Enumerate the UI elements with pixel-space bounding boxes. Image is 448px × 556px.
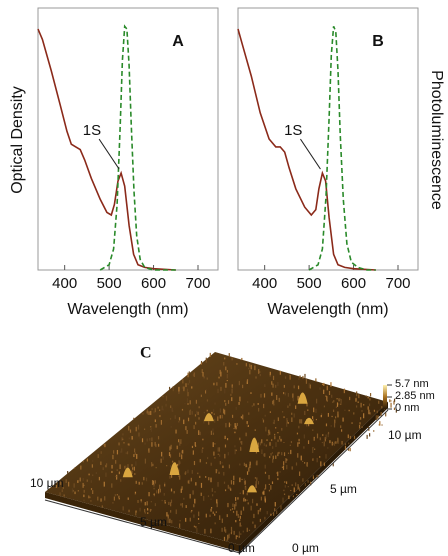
axis-label: 10 µm — [30, 476, 64, 490]
scale-label: 0 nm — [395, 402, 419, 414]
panel-label: A — [172, 33, 184, 50]
axis-label: 0 µm — [228, 541, 255, 555]
plot-frame — [38, 8, 218, 270]
y-axis-label: Optical Density — [9, 86, 26, 194]
spectrum-line — [100, 26, 176, 270]
axis-label: 10 µm — [388, 428, 422, 442]
annotation: 1S — [83, 122, 101, 139]
spectrum-line — [309, 26, 376, 270]
afm-surface — [45, 352, 388, 545]
axis-label: 0 µm — [292, 541, 319, 555]
panel-label: C — [140, 345, 152, 362]
height-bar — [383, 385, 387, 409]
panel-label: B — [372, 33, 384, 50]
x-tick-label: 500 — [297, 275, 322, 292]
y-axis-label: Photoluminescence — [428, 70, 445, 210]
figure: C 5.7 nm 2.85 nm 0 nm 10 µm 5 µm 0 µm 0 … — [0, 0, 448, 556]
x-tick-label: 400 — [52, 275, 77, 292]
x-tick-label: 700 — [185, 275, 210, 292]
spectrum-line — [38, 29, 176, 270]
annotation-pointer — [99, 139, 119, 169]
axis-label: 5 µm — [140, 515, 167, 529]
x-tick-label: 600 — [341, 275, 366, 292]
x-tick-label: 700 — [385, 275, 410, 292]
afm-image: C 5.7 nm 2.85 nm 0 nm 10 µm 5 µm 0 µm 0 … — [30, 345, 435, 556]
x-tick-label: 400 — [252, 275, 277, 292]
x-tick-label: 600 — [141, 275, 166, 292]
annotation-pointer — [300, 139, 320, 169]
x-axis-label: Wavelength (nm) — [267, 301, 388, 318]
axis-label: 5 µm — [330, 482, 357, 496]
scale-label: 2.85 nm — [395, 390, 435, 402]
x-tick-label: 500 — [97, 275, 122, 292]
annotation: 1S — [284, 122, 302, 139]
scale-label: 5.7 nm — [395, 378, 429, 390]
x-axis-label: Wavelength (nm) — [67, 301, 188, 318]
